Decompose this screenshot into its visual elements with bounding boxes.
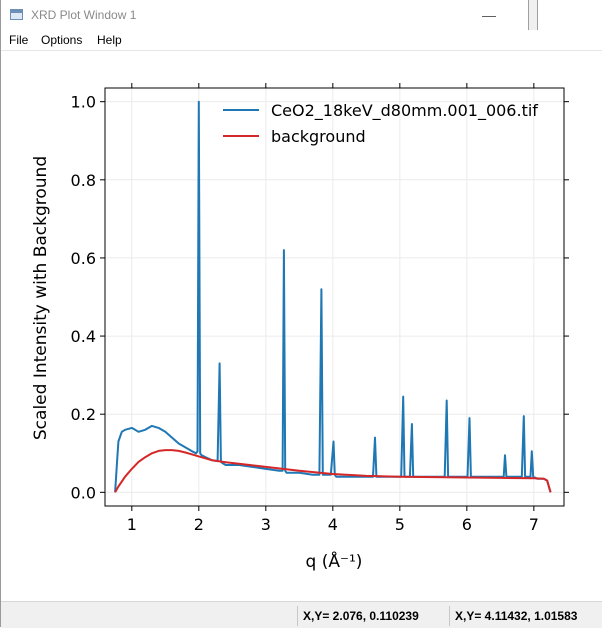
legend: CeO2_18keV_d80mm.001_006.tif background [223, 101, 538, 146]
x-tick-label: 2 [194, 515, 204, 534]
x-tick-label: 6 [462, 515, 472, 534]
legend-label: background [271, 127, 366, 146]
xrd-chart[interactable]: 1 2 3 4 5 6 7 0.0 0.2 0.4 0.6 0.8 1.0 CeO2_18keV_d80… [1, 51, 602, 601]
menu-file[interactable]: File [9, 33, 29, 47]
x-tick-label: 7 [529, 515, 539, 534]
app-window-icon [10, 9, 23, 20]
y-tick-label: 0.0 [71, 483, 96, 502]
y-tick-label: 1.0 [71, 93, 96, 112]
y-tick-label: 0.2 [71, 405, 96, 424]
menu-options[interactable]: Options [41, 33, 83, 47]
y-tick-label: 0.8 [71, 171, 96, 190]
menu-help[interactable]: Help [97, 33, 122, 47]
x-axis-label: q (Å⁻¹) [306, 550, 363, 572]
axis-ticks: 1 2 3 4 5 6 7 0.0 0.2 0.4 0.6 0.8 1.0 [71, 83, 569, 534]
x-tick-label: 1 [127, 515, 137, 534]
y-tick-label: 0.6 [71, 249, 96, 268]
legend-label: CeO2_18keV_d80mm.001_006.tif [271, 101, 538, 121]
overlapping-window-panel [537, 0, 602, 31]
minimize-button[interactable]: — [482, 7, 496, 23]
series-line-data [114, 100, 552, 493]
title-bar[interactable]: XRD Plot Window 1 — ☐ [1, 0, 602, 30]
series-lines [114, 100, 552, 493]
menu-bar: File Options Help [1, 30, 602, 51]
x-tick-label: 3 [261, 515, 271, 534]
status-cursor-coords: X,Y= 2.076, 0.110239 [297, 606, 447, 626]
window-title: XRD Plot Window 1 [31, 8, 137, 22]
x-tick-label: 4 [328, 515, 338, 534]
series-line-background [114, 449, 552, 493]
x-tick-label: 5 [395, 515, 405, 534]
status-click-coords: X,Y= 4.11432, 1.01583 [449, 606, 602, 626]
axes-frame [104, 87, 565, 507]
y-axis-label: Scaled Intensity with Background [31, 156, 51, 440]
plot-canvas[interactable]: 1 2 3 4 5 6 7 0.0 0.2 0.4 0.6 0.8 1.0 CeO2_18keV_d80… [1, 51, 602, 601]
y-tick-label: 0.4 [71, 327, 96, 346]
status-bar: X,Y= 2.076, 0.110239 X,Y= 4.11432, 1.015… [1, 601, 602, 628]
